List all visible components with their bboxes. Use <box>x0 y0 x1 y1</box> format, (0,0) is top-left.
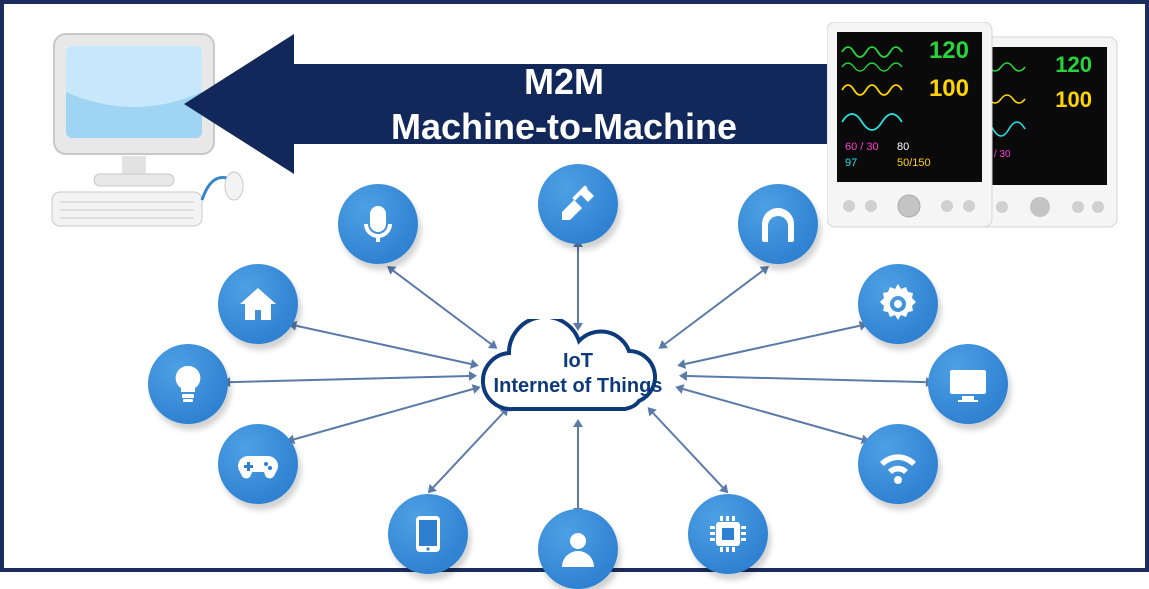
bulb-node <box>148 344 228 424</box>
svg-text:97: 97 <box>845 157 857 169</box>
monitor-b-yellow: 100 <box>1055 87 1092 112</box>
iot-connector <box>683 388 863 440</box>
gear-icon <box>876 282 920 326</box>
iot-connector <box>577 427 579 508</box>
user-icon <box>556 527 600 571</box>
home-icon <box>236 282 280 326</box>
display-node <box>928 344 1008 424</box>
iot-connector <box>296 325 472 365</box>
tools-node <box>538 164 618 244</box>
iot-connector <box>685 325 861 365</box>
iot-hub-line1: IoT <box>563 350 593 372</box>
gear-node <box>858 264 938 344</box>
iot-hub-line2: Internet of Things <box>494 375 663 397</box>
microphone-icon <box>356 202 400 246</box>
display-icon <box>946 362 990 406</box>
tablet-node <box>388 494 468 574</box>
home-node <box>218 264 298 344</box>
tablet-icon <box>406 512 450 556</box>
tools-icon <box>556 182 600 226</box>
monitor-a-green: 120 <box>929 37 969 64</box>
m2m-line1: M2M <box>524 61 604 102</box>
iot-connector <box>294 388 474 440</box>
headphones-node <box>738 184 818 264</box>
bulb-icon <box>166 362 210 406</box>
iot-connector <box>687 375 926 383</box>
wifi-icon <box>876 442 920 486</box>
microphone-node <box>338 184 418 264</box>
gamepad-node <box>218 424 298 504</box>
iot-connector <box>577 247 579 323</box>
monitor-a-yellow: 100 <box>929 75 969 102</box>
iot-diagram: IoT Internet of Things <box>4 174 1149 574</box>
iot-hub: IoT Internet of Things <box>463 319 693 429</box>
iot-connector <box>230 375 469 383</box>
chip-node <box>688 494 768 574</box>
wifi-node <box>858 424 938 504</box>
user-node <box>538 509 618 589</box>
headphones-icon <box>756 202 800 246</box>
svg-text:60 / 30: 60 / 30 <box>845 141 879 153</box>
chip-icon <box>706 512 750 556</box>
m2m-line2: Machine-to-Machine <box>391 106 737 147</box>
svg-text:50/150: 50/150 <box>897 157 931 169</box>
gamepad-icon <box>236 442 280 486</box>
svg-text:80: 80 <box>897 141 909 153</box>
monitor-b-green: 120 <box>1055 52 1092 77</box>
